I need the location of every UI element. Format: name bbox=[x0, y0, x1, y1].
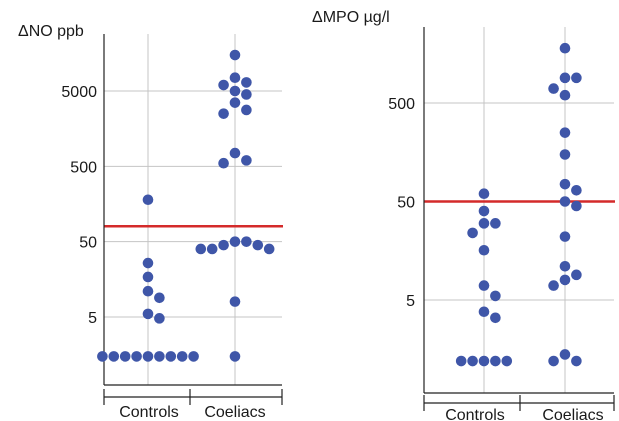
data-point-controls bbox=[131, 351, 142, 362]
data-point-coeliacs bbox=[229, 236, 241, 247]
no-x-label-coeliacs: Coeliacs bbox=[204, 404, 265, 421]
data-point-controls bbox=[490, 355, 501, 367]
data-point-controls bbox=[467, 355, 478, 367]
mpo-x-label-controls: Controls bbox=[445, 407, 505, 421]
data-point-controls bbox=[188, 351, 199, 362]
mpo-y-tick-labels: 5 50 500 bbox=[388, 96, 415, 310]
data-point-coeliacs bbox=[559, 196, 571, 207]
data-point-controls bbox=[490, 218, 501, 229]
data-point-controls bbox=[142, 308, 154, 320]
y-tick-label: 5 bbox=[406, 293, 415, 310]
data-point-controls bbox=[478, 306, 490, 318]
data-point-coeliacs bbox=[218, 108, 229, 119]
data-point-coeliacs bbox=[229, 49, 241, 61]
no-dot-plot-panel: ΔNO ppb 5 50 500 5000 Controls Coeliacs bbox=[18, 23, 283, 421]
data-point-coeliacs bbox=[559, 72, 571, 84]
mpo-dot-plot-panel: ΔMPO µg/l 5 50 500 Controls Coeliacs bbox=[312, 9, 615, 421]
no-y-tick-labels: 5 50 500 5000 bbox=[61, 84, 97, 327]
data-point-controls bbox=[478, 188, 490, 200]
data-point-coeliacs bbox=[559, 349, 571, 360]
data-point-controls bbox=[478, 205, 490, 217]
mpo-x-axis-ticks bbox=[423, 395, 615, 411]
data-point-coeliacs bbox=[241, 89, 252, 100]
mpo-gridlines bbox=[424, 27, 614, 393]
no-data-points bbox=[97, 49, 275, 362]
data-point-coeliacs bbox=[229, 97, 241, 108]
data-point-controls bbox=[97, 351, 108, 362]
no-gridlines bbox=[104, 34, 282, 385]
data-point-controls bbox=[478, 244, 490, 256]
data-point-coeliacs bbox=[571, 269, 582, 281]
data-point-coeliacs bbox=[559, 231, 571, 242]
data-point-coeliacs bbox=[241, 104, 252, 116]
data-point-coeliacs bbox=[559, 178, 571, 190]
data-point-coeliacs bbox=[241, 77, 252, 88]
data-point-controls bbox=[142, 257, 154, 269]
data-point-controls bbox=[478, 280, 490, 291]
data-point-coeliacs bbox=[241, 236, 252, 247]
data-point-controls bbox=[478, 355, 490, 367]
data-point-controls bbox=[142, 285, 154, 297]
data-point-coeliacs bbox=[571, 200, 582, 212]
data-point-coeliacs bbox=[229, 351, 241, 362]
data-point-coeliacs bbox=[559, 127, 571, 138]
data-point-coeliacs bbox=[571, 355, 582, 367]
no-chart-title: ΔNO ppb bbox=[18, 23, 84, 40]
data-point-controls bbox=[119, 351, 131, 362]
data-point-coeliacs bbox=[218, 157, 229, 169]
data-point-coeliacs bbox=[571, 184, 582, 196]
mpo-plot-frame bbox=[423, 27, 614, 394]
y-tick-label: 500 bbox=[70, 159, 97, 176]
data-point-controls bbox=[108, 351, 120, 362]
mpo-x-label-coeliacs: Coeliacs bbox=[542, 407, 603, 421]
data-point-coeliacs bbox=[218, 79, 229, 91]
mpo-data-points bbox=[455, 42, 582, 367]
data-point-controls bbox=[154, 292, 165, 304]
data-point-controls bbox=[490, 312, 501, 324]
data-point-coeliacs bbox=[229, 296, 241, 307]
y-tick-label: 5000 bbox=[61, 84, 97, 101]
y-tick-label: 5 bbox=[88, 310, 97, 327]
data-point-controls bbox=[455, 355, 467, 367]
no-plot-frame bbox=[103, 34, 282, 386]
data-point-coeliacs bbox=[548, 83, 559, 94]
data-point-coeliacs bbox=[229, 72, 241, 84]
y-tick-label: 50 bbox=[397, 195, 415, 212]
data-point-coeliacs bbox=[229, 147, 241, 159]
data-point-controls bbox=[467, 227, 478, 239]
data-point-coeliacs bbox=[206, 243, 218, 255]
data-point-coeliacs bbox=[229, 85, 241, 97]
data-point-controls bbox=[154, 351, 165, 362]
data-point-coeliacs bbox=[548, 355, 559, 367]
data-point-controls bbox=[501, 355, 513, 367]
data-point-controls bbox=[490, 290, 501, 302]
no-x-axis-ticks bbox=[103, 389, 283, 405]
data-point-controls bbox=[165, 351, 177, 362]
data-point-controls bbox=[142, 351, 154, 362]
data-point-coeliacs bbox=[218, 239, 229, 251]
data-point-coeliacs bbox=[571, 72, 582, 84]
data-point-coeliacs bbox=[559, 260, 571, 272]
data-point-coeliacs bbox=[559, 42, 571, 54]
data-point-coeliacs bbox=[241, 155, 252, 166]
data-point-coeliacs bbox=[548, 280, 559, 291]
data-point-coeliacs bbox=[263, 243, 275, 255]
data-point-coeliacs bbox=[559, 149, 571, 160]
data-point-coeliacs bbox=[559, 274, 571, 286]
data-point-controls bbox=[478, 218, 490, 229]
y-tick-label: 50 bbox=[79, 235, 97, 252]
data-point-controls bbox=[142, 194, 154, 206]
y-tick-label: 500 bbox=[388, 96, 415, 113]
data-point-controls bbox=[154, 313, 165, 324]
no-x-label-controls: Controls bbox=[119, 404, 179, 421]
data-point-controls bbox=[142, 271, 154, 283]
data-point-coeliacs bbox=[559, 89, 571, 101]
mpo-chart-title: ΔMPO µg/l bbox=[312, 9, 390, 26]
data-point-controls bbox=[176, 351, 188, 362]
data-point-coeliacs bbox=[195, 243, 207, 255]
data-point-coeliacs bbox=[252, 239, 264, 251]
